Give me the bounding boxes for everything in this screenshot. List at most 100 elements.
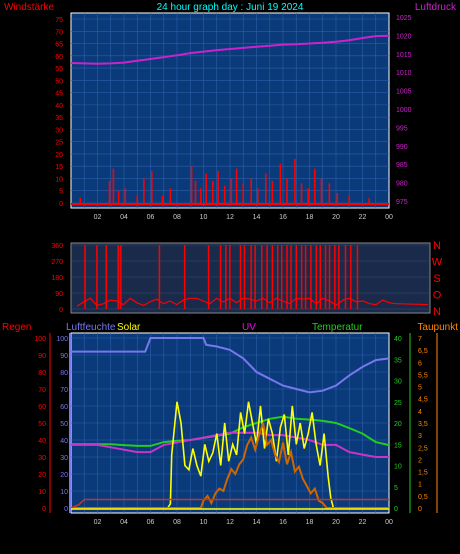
x-tick-label: 22 [359, 214, 367, 221]
direction-line [76, 297, 397, 307]
humidity-tick-label: 30 [60, 455, 68, 462]
compass-label: N [433, 306, 441, 318]
regen-tick-label: 10 [38, 489, 46, 496]
x-tick-label: 06 [147, 519, 155, 526]
pressure-tick-label: 975 [396, 199, 408, 206]
wind-tick-label: 30 [55, 127, 63, 134]
pressure-tick-label: 1015 [396, 52, 412, 59]
direction-tick-label: 90 [55, 291, 63, 298]
luftdruck-label: Luftdruck [415, 2, 457, 13]
x-tick-label: 00 [385, 214, 393, 221]
windstaerke-label: Windstärke [4, 2, 54, 13]
humidity-tick-label: 60 [60, 404, 68, 411]
temperature-tick-label: 20 [394, 421, 402, 428]
x-tick-label: 12 [226, 519, 234, 526]
temperature-tick-label: 25 [394, 400, 402, 407]
wind-tick-label: 40 [55, 103, 63, 110]
direction-tick-label: 180 [51, 275, 63, 282]
regen-tick-label: 0 [42, 506, 46, 513]
regen-tick-label: 40 [38, 438, 46, 445]
temperature-tick-label: 15 [394, 442, 402, 449]
wind-tick-label: 70 [55, 29, 63, 36]
wind-tick-label: 20 [55, 152, 63, 159]
regen-tick-label: 80 [38, 370, 46, 377]
taupunkt-tick-label: 3,5 [418, 421, 428, 428]
wind-tick-label: 15 [55, 164, 63, 171]
rain-line [70, 498, 389, 509]
temperature-tick-label: 0 [394, 506, 398, 513]
x-tick-label: 16 [279, 214, 287, 221]
taupunkt-tick-label: 4 [418, 409, 422, 416]
x-tick-label: 08 [173, 214, 181, 221]
pressure-tick-label: 1005 [396, 89, 412, 96]
pressure-tick-label: 980 [396, 181, 408, 188]
wind-tick-label: 45 [55, 91, 63, 98]
x-tick-label: 08 [173, 519, 181, 526]
wind-tick-label: 75 [55, 17, 63, 24]
wind-tick-label: 65 [55, 42, 63, 49]
taupunkt-tick-label: 7 [418, 336, 422, 343]
humidity-tick-label: 50 [60, 421, 68, 428]
taupunkt-tick-label: 0,5 [418, 494, 428, 501]
wind-tick-label: 35 [55, 115, 63, 122]
taupunkt-tick-label: 1 [418, 482, 422, 489]
pressure-tick-label: 1025 [396, 15, 412, 22]
x-tick-label: 16 [279, 519, 287, 526]
direction-tick-label: 0 [59, 307, 63, 314]
x-tick-label: 02 [94, 519, 102, 526]
taupunkt-tick-label: 1,5 [418, 470, 428, 477]
pressure-tick-label: 1010 [396, 70, 412, 77]
pressure-tick-label: 1000 [396, 107, 412, 114]
x-tick-label: 22 [359, 519, 367, 526]
taupunkt-label: Taupunkt [417, 322, 458, 333]
regen-tick-label: 20 [38, 472, 46, 479]
wind-tick-label: 0 [59, 201, 63, 208]
uv-label: UV [242, 322, 256, 333]
humidity-tick-label: 100 [56, 336, 68, 343]
chart-title: 24 hour graph day : Juni 19 2024 [157, 2, 304, 13]
wind-tick-label: 5 [59, 189, 63, 196]
luftfeuchte-label: Luftfeuchte [66, 322, 116, 333]
humidity-tick-label: 20 [60, 472, 68, 479]
regen-tick-label: 70 [38, 387, 46, 394]
taupunkt-tick-label: 6 [418, 360, 422, 367]
wind-tick-label: 25 [55, 140, 63, 147]
temperature-tick-label: 10 [394, 464, 402, 471]
x-tick-label: 10 [200, 519, 208, 526]
compass-label: W [432, 257, 443, 269]
uv-line [71, 422, 389, 509]
taupunkt-tick-label: 6,5 [418, 348, 428, 355]
taupunkt-tick-label: 0 [418, 506, 422, 513]
taupunkt-tick-label: 5 [418, 385, 422, 392]
x-tick-label: 18 [306, 214, 314, 221]
direction-tail [395, 303, 429, 306]
regen-tick-label: 100 [34, 336, 46, 343]
x-tick-label: 14 [253, 214, 261, 221]
direction-tick-label: 360 [51, 243, 63, 250]
regen-tick-label: 60 [38, 404, 46, 411]
taupunkt-tick-label: 5,5 [418, 372, 428, 379]
temperatur-label: Temperatur [312, 322, 363, 333]
x-tick-label: 04 [120, 214, 128, 221]
wind-tick-label: 50 [55, 78, 63, 85]
humidity-tick-label: 90 [60, 353, 68, 360]
direction-tick-label: 270 [51, 259, 63, 266]
pressure-tick-label: 985 [396, 162, 408, 169]
humidity-tick-label: 80 [60, 370, 68, 377]
humidity-tick-label: 0 [64, 506, 68, 513]
temperature-tick-label: 40 [394, 336, 402, 343]
pressure-tick-label: 995 [396, 125, 408, 132]
x-tick-label: 04 [120, 519, 128, 526]
x-tick-label: 12 [226, 214, 234, 221]
pressure-tick-label: 990 [396, 144, 408, 151]
pressure-line [70, 34, 390, 65]
x-tick-label: 14 [253, 519, 261, 526]
humidity-tick-label: 70 [60, 387, 68, 394]
x-tick-label: 20 [332, 519, 340, 526]
dewpoint-line [71, 431, 389, 458]
compass-label: O [433, 290, 442, 302]
regen-tick-label: 50 [38, 421, 46, 428]
